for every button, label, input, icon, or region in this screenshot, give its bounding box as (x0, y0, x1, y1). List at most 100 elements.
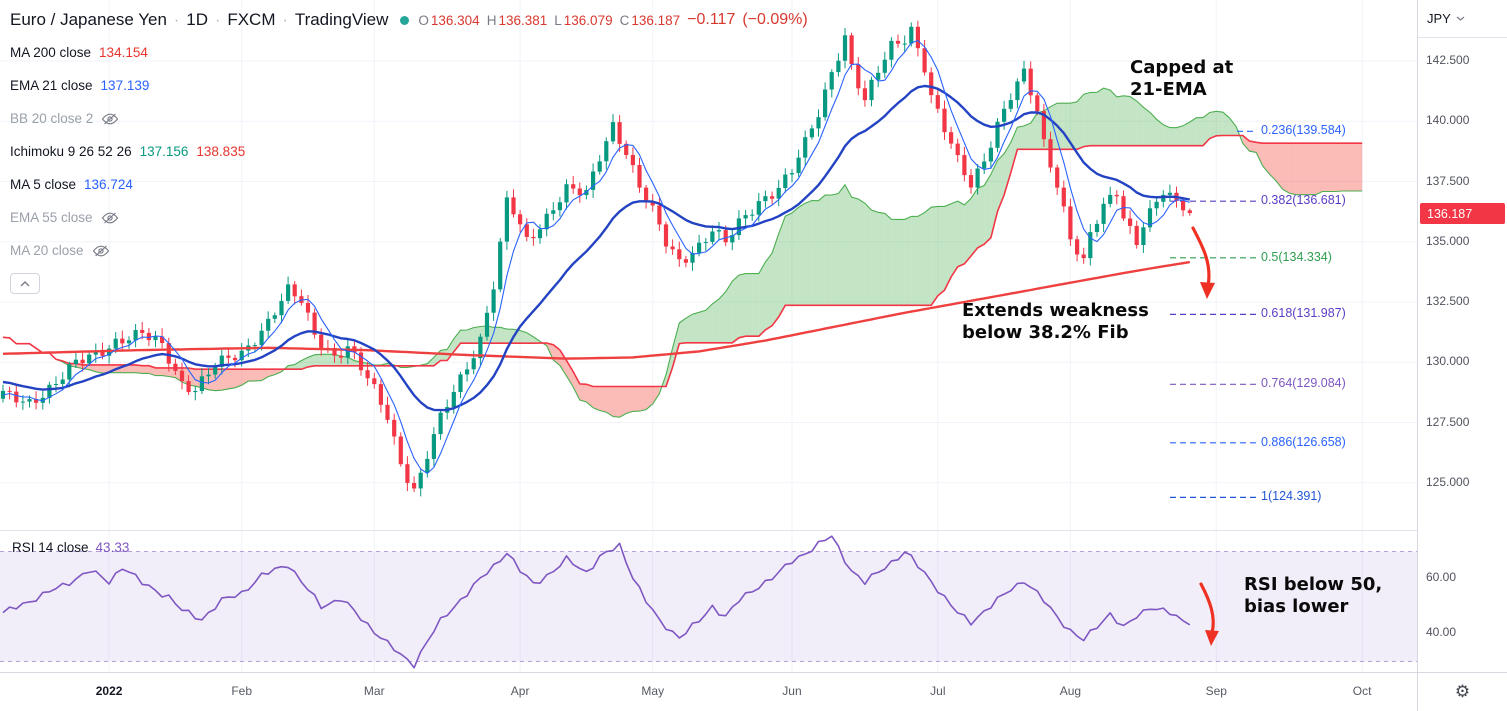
legend-row[interactable]: Ichimoku 9 26 52 26 137.156 138.835 (10, 135, 808, 168)
fib-level-label: 0.5(134.334) (1261, 249, 1332, 264)
price-tick-label: 142.500 (1426, 53, 1470, 67)
currency-label: JPY (1427, 11, 1451, 26)
chevron-up-icon (20, 280, 30, 286)
time-tick-label: Oct (1352, 684, 1372, 698)
hidden-eye-icon (101, 212, 118, 223)
ohlc-letter: C (619, 12, 630, 28)
indicator-label: MA 5 close (10, 177, 77, 192)
legend-row[interactable]: MA 20 close (10, 234, 808, 267)
axis-corner: ⚙ (1417, 672, 1507, 711)
fib-level-label: 0.236(139.584) (1261, 123, 1346, 138)
symbol-title-row[interactable]: Euro / Japanese Yen · 1D · FXCM · TradingView … (10, 7, 808, 33)
ohlc-value: 136.079 (563, 12, 613, 28)
ohlc-letter: L (554, 12, 562, 28)
price-axis[interactable]: JPY 142.500 140.000 137.500 135.000 132.500 1… (1417, 0, 1507, 672)
annotation-extends-weakness: Extends weakness below 38.2% Fib (962, 300, 1149, 344)
annotation-line: Extends weakness (962, 300, 1149, 321)
indicator-label: MA 20 close (10, 243, 84, 258)
rsi-tick-label: 60.00 (1426, 570, 1457, 584)
hidden-eye-icon (92, 245, 109, 256)
pane-resize-handle[interactable] (0, 528, 1417, 532)
price-tick-label: 132.500 (1426, 294, 1470, 308)
legend-collapse-button[interactable] (10, 273, 40, 294)
legend-row[interactable]: BB 20 close 2 (10, 102, 808, 135)
indicator-value: 136.724 (84, 177, 133, 192)
annotation-line: 21-EMA (1130, 79, 1207, 100)
price-tick-label: 127.500 (1426, 414, 1470, 429)
price-tick-label: 130.000 (1426, 354, 1470, 369)
symbol-title[interactable]: Euro / Japanese Yen · 1D · FXCM · TradingView (10, 10, 388, 30)
time-axis[interactable]: 2022 Feb Mar Apr May Jun Jul Aug Sep Oct (0, 672, 1417, 711)
price-tick-label: 137.500 (1426, 173, 1470, 188)
chart-legend: Euro / Japanese Yen · 1D · FXCM · TradingView … (10, 7, 808, 294)
price-tick-label: 135.000 (1426, 233, 1470, 248)
ohlc-value: 136.381 (498, 12, 548, 28)
indicator-value: 137.156 (139, 144, 189, 159)
indicator-label: MA 200 close (10, 45, 92, 60)
title-part: 1D (186, 10, 208, 29)
gear-icon[interactable]: ⚙ (1454, 682, 1471, 701)
ohlc-letter: O (418, 12, 429, 28)
rsi-indicator-label: RSI 14 close (12, 540, 89, 555)
symbol-name[interactable]: Euro / Japanese Yen (10, 10, 167, 29)
time-tick-label: 2022 (95, 684, 123, 698)
main-chart-canvas[interactable] (0, 0, 1417, 530)
ohlc-value: 136.187 (631, 12, 681, 28)
legend-row[interactable]: EMA 55 close (10, 201, 808, 234)
time-tick-label: Sep (1205, 684, 1227, 698)
rsi-indicator-value: 43.33 (95, 540, 130, 555)
title-part: TradingView (294, 10, 389, 29)
fib-level-label: 0.764(129.084) (1261, 376, 1346, 391)
fib-level-label: 0.886(126.658) (1261, 434, 1346, 449)
indicator-value: 138.835 (196, 144, 246, 159)
last-price-badge: 136.187 (1420, 203, 1505, 225)
annotation-line: bias lower (1244, 596, 1349, 617)
data-source-dot-icon (400, 15, 410, 25)
hidden-eye-icon (102, 113, 119, 124)
annotation-rsi-below-50: RSI below 50, bias lower (1244, 574, 1382, 618)
ohlc-value: 136.304 (430, 12, 480, 28)
indicator-label: Ichimoku 9 26 52 26 (10, 144, 132, 159)
rsi-tick-label: 40.00 (1426, 625, 1457, 639)
indicator-legend-rows: MA 200 close 134.154 EMA 21 close 137.139 BB… (10, 36, 808, 267)
indicator-value: 134.154 (99, 45, 148, 60)
currency-axis-button[interactable]: JPY (1418, 0, 1507, 38)
indicator-label: EMA 55 close (10, 210, 93, 225)
rsi-legend-row[interactable]: RSI 14 close 43.33 (12, 540, 129, 555)
legend-row[interactable]: MA 5 close 136.724 (10, 168, 808, 201)
title-separator: · (173, 12, 180, 29)
ohlc-letter: H (486, 12, 497, 28)
fib-level-label: 0.618(131.987) (1261, 306, 1346, 321)
time-tick-label: Feb (231, 684, 253, 698)
indicator-label: BB 20 close 2 (10, 111, 94, 126)
indicator-value: 137.139 (100, 78, 150, 93)
price-change-percent: (−0.09%) (742, 11, 808, 28)
fib-level-label: 1(124.391) (1261, 489, 1322, 504)
fib-level-label: 0.382(136.681) (1261, 193, 1346, 208)
time-tick-label: Apr (510, 684, 530, 698)
title-part: FXCM (227, 10, 276, 29)
annotation-capped-at-21ema: Capped at 21-EMA (1130, 57, 1233, 101)
ohlc-values: O 136.304 H 136.381 L 136.079 C 136.187 (418, 13, 680, 28)
time-tick-label: Mar (363, 684, 385, 698)
price-change: −0.117 (687, 11, 736, 28)
price-tick-label: 140.000 (1426, 113, 1470, 128)
annotation-line: Capped at (1130, 57, 1234, 78)
time-tick-label: Jun (782, 684, 802, 698)
rsi-pane-canvas[interactable] (0, 531, 1417, 673)
annotation-line: RSI below 50, (1244, 574, 1383, 595)
time-tick-label: Jul (930, 684, 946, 698)
legend-row[interactable]: MA 200 close 134.154 (10, 36, 808, 69)
time-tick-label: Aug (1059, 684, 1082, 698)
title-separator: · (214, 12, 221, 29)
annotation-line: below 38.2% Fib (962, 322, 1129, 343)
rsi-pane[interactable] (0, 530, 1417, 673)
main-chart-pane[interactable] (0, 0, 1417, 530)
price-tick-label: 125.000 (1426, 474, 1470, 489)
title-separator: · (282, 12, 288, 29)
legend-row[interactable]: EMA 21 close 137.139 (10, 69, 808, 102)
time-tick-label: May (641, 684, 665, 698)
indicator-label: EMA 21 close (10, 78, 93, 93)
chevron-down-icon (1456, 16, 1465, 21)
